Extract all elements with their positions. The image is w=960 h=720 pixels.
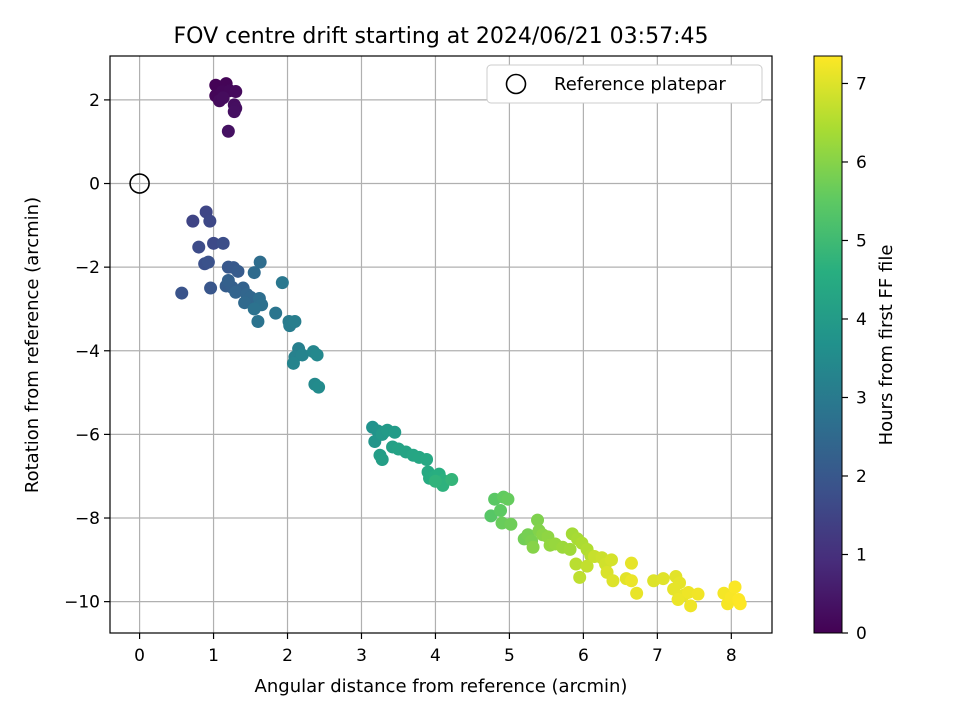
x-tick-label-7: 7 [652, 646, 663, 666]
scatter-point-116 [667, 582, 681, 596]
axis-ticks: 0 1 2 3 4 5 6 7 8 2 0 −2 −4 −6 −8 −10 [64, 91, 737, 666]
scatter-point-109 [624, 556, 638, 570]
scatter-point-15 [207, 236, 221, 250]
x-tick-label-0: 0 [134, 646, 145, 666]
y-tick-label-0: 2 [89, 91, 100, 111]
scatter-point-32 [238, 296, 252, 310]
scatter-point-27 [221, 274, 235, 288]
reference-marker [129, 173, 150, 194]
scatter-point-17 [216, 236, 230, 250]
scatter-point-5 [229, 85, 243, 99]
scatter-point-81 [504, 517, 518, 531]
x-tick-label-2: 2 [282, 646, 293, 666]
scatter-point-49 [310, 348, 324, 362]
colorbar-tick-label-6: 6 [856, 153, 867, 173]
colorbar-tick-label-7: 7 [856, 74, 867, 94]
legend-box [486, 64, 763, 104]
scatter-point-113 [656, 572, 670, 586]
scatter-point-34 [253, 255, 267, 269]
scatter-point-43 [288, 315, 302, 329]
scatter-points [175, 77, 747, 613]
scatter-point-38 [251, 315, 265, 329]
scatter-point-29 [229, 285, 243, 299]
scatter-point-21 [204, 281, 218, 295]
x-axis-label: Angular distance from reference (arcmin) [255, 676, 628, 697]
scatter-point-105 [604, 553, 618, 567]
scatter-point-20 [175, 286, 189, 300]
scatter-point-118 [671, 593, 685, 607]
scatter-point-125 [728, 580, 742, 594]
scatter-point-120 [684, 599, 698, 613]
colorbar-tick-label-2: 2 [856, 467, 867, 487]
chart-title: FOV centre drift starting at 2024/06/21 … [174, 24, 709, 49]
colorbar: 0 1 2 3 4 5 6 7 Hours from first FF file [813, 55, 897, 644]
scatter-point-60 [375, 452, 389, 466]
scatter-point-93 [563, 542, 577, 556]
scatter-point-11 [221, 124, 235, 138]
colorbar-tick-label-4: 4 [856, 310, 867, 330]
plot-frame [109, 55, 773, 634]
scatter-point-39 [269, 306, 283, 320]
scatter-point-24 [231, 264, 245, 278]
scatter-point-119 [681, 585, 695, 599]
scatter-point-75 [484, 509, 498, 523]
grid-lines [110, 56, 772, 633]
colorbar-fill [813, 55, 843, 634]
scatter-point-58 [388, 425, 402, 439]
legend-label: Reference platepar [554, 74, 726, 95]
colorbar-tick-label-0: 0 [856, 624, 867, 644]
scatter-point-10 [227, 105, 241, 119]
colorbar-tick-label-5: 5 [856, 231, 867, 251]
y-tick-label-4: −6 [75, 425, 100, 445]
scatter-point-110 [630, 586, 644, 600]
scatter-point-87 [526, 540, 540, 554]
x-tick-label-6: 6 [578, 646, 589, 666]
scatter-point-111 [624, 574, 638, 588]
colorbar-ticks: 0 1 2 3 4 5 6 7 [842, 74, 867, 644]
x-tick-label-8: 8 [726, 646, 737, 666]
scatter-point-46 [295, 348, 309, 362]
scatter-point-121 [691, 587, 705, 601]
y-axis-label: Rotation from reference (arcmin) [22, 197, 43, 493]
scatter-point-16 [192, 240, 206, 254]
y-tick-label-6: −10 [64, 593, 100, 613]
scatter-point-12 [186, 214, 200, 228]
x-tick-label-3: 3 [356, 646, 367, 666]
scatter-point-7 [216, 91, 230, 105]
y-tick-label-5: −8 [75, 509, 100, 529]
legend: Reference platepar [486, 64, 763, 104]
x-tick-label-5: 5 [504, 646, 515, 666]
scatter-point-100 [573, 570, 587, 584]
y-tick-label-1: 0 [89, 175, 100, 195]
colorbar-label: Hours from first FF file [876, 245, 897, 446]
scatter-point-47 [286, 356, 300, 370]
scatter-point-40 [275, 276, 289, 290]
colorbar-tick-label-1: 1 [856, 545, 867, 565]
scatter-point-19 [201, 255, 215, 269]
scatter-point-127 [733, 597, 747, 611]
scatter-point-74 [445, 473, 459, 487]
legend-reference-marker [505, 73, 527, 95]
colorbar-tick-label-3: 3 [856, 388, 867, 408]
scatter-point-85 [531, 513, 545, 527]
y-tick-label-3: −4 [75, 342, 100, 362]
reference-marker-group [129, 173, 150, 194]
scatter-point-73 [428, 474, 442, 488]
scatter-point-101 [580, 559, 594, 573]
scatter-point-33 [247, 266, 261, 280]
scatter-point-99 [569, 557, 583, 571]
scatter-point-79 [501, 492, 515, 506]
y-tick-label-2: −2 [75, 258, 100, 278]
x-tick-label-4: 4 [430, 646, 441, 666]
scatter-point-107 [606, 574, 620, 588]
scatter-point-14 [203, 214, 217, 228]
scatter-point-77 [494, 503, 508, 517]
scatter-point-66 [420, 452, 434, 466]
scatter-point-37 [247, 302, 261, 316]
x-tick-label-1: 1 [208, 646, 219, 666]
scatter-point-51 [312, 380, 326, 394]
